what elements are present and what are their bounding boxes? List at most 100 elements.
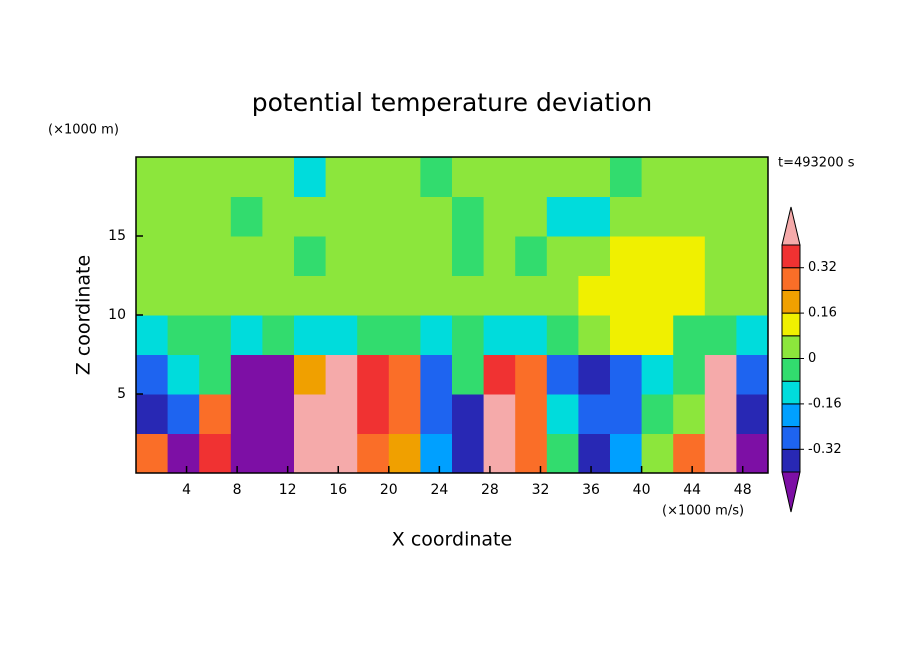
contour-cell [420,394,453,434]
contour-cell [578,315,611,355]
chart-title: potential temperature deviation [252,88,652,117]
contour-cell [578,275,611,316]
x-tick-label: 12 [279,482,297,498]
contour-cell [736,196,769,237]
contour-cell [515,275,548,316]
colorbar-label: 0.32 [808,260,837,275]
contour-cell [483,394,516,434]
contour-cell [578,196,611,237]
contour-cell [673,275,706,316]
contour-cell [357,394,390,434]
contour-cell [388,315,421,355]
contour-cell [704,196,737,237]
contour-cell [199,433,232,474]
contour-cell [578,433,611,474]
contour-cell [483,157,516,197]
contour-cell [420,157,453,197]
y-tick-label: 15 [108,228,126,244]
contour-cell [610,394,643,434]
contour-cell [515,433,548,474]
contour-cell [673,433,706,474]
contour-cell [546,315,579,355]
colorbar-box [781,426,801,450]
contour-cell [641,236,674,276]
contour-cell [325,236,358,276]
contour-cell [136,236,169,276]
contour-cell [357,196,390,237]
contour-cell [388,157,421,197]
contour-cell [388,196,421,237]
contour-cell [199,354,232,395]
contour-cell [610,433,643,474]
contour-cell [452,394,485,434]
contour-cell [578,236,611,276]
contour-cell [452,315,485,355]
x-tick-label: 16 [329,482,347,498]
x-tick-label: 20 [380,482,398,498]
time-label: t=493200 s [778,156,855,171]
x-tick-label: 28 [481,482,499,498]
contour-cell [736,315,769,355]
colorbar-top [781,206,801,246]
contour-cell [452,275,485,316]
contour-cell [325,275,358,316]
y-tick-label: 10 [108,307,126,323]
contour-cell [515,236,548,276]
colorbar-box [781,289,801,314]
contour-cell [546,433,579,474]
contour-cell [230,275,263,316]
contour-cell [610,157,643,197]
contour-cell [294,157,327,197]
contour-cell [483,196,516,237]
contour-cell [641,433,674,474]
contour-cell [357,354,390,395]
contour-cell [294,433,327,474]
contour-cell [610,315,643,355]
contour-cell [262,394,295,434]
contour-cell [641,354,674,395]
contour-cell [673,196,706,237]
x-tick-label: 36 [582,482,600,498]
x-tick-label: 8 [233,482,242,498]
contour-cell [483,236,516,276]
x-tick-label: 40 [633,482,651,498]
x-tick-label: 24 [430,482,448,498]
contour-cell [483,433,516,474]
contour-cell [452,433,485,474]
contour-cell [262,315,295,355]
contour-cell [262,157,295,197]
contour-cell [736,433,769,474]
contour-cell [388,236,421,276]
contour-cell [610,354,643,395]
contour-cell [262,236,295,276]
contour-cell [167,394,200,434]
contour-cell [325,433,358,474]
contour-cell [546,275,579,316]
colorbar-box [781,380,801,405]
contour-cell [230,433,263,474]
contour-cell [167,236,200,276]
contour-cell [136,433,169,474]
y-unit: (×1000 m) [48,123,119,138]
contour-cell [262,354,295,395]
colorbar-box [781,244,801,269]
contour-cell [199,275,232,316]
contour-cell [641,196,674,237]
contour-cell [136,394,169,434]
contour-cell [736,354,769,395]
contour-cell [736,157,769,197]
contour-cell [420,275,453,316]
contour-cell [641,315,674,355]
contour-cell [452,196,485,237]
contour-cell [546,196,579,237]
colorbar-box [781,403,801,428]
contour-cell [641,275,674,316]
contour-cell [673,354,706,395]
contour-cell [704,275,737,316]
colorbar-label: -0.32 [808,442,842,457]
contour-cell [230,157,263,197]
colorbar-label: -0.16 [808,396,842,411]
contour-cell [388,275,421,316]
